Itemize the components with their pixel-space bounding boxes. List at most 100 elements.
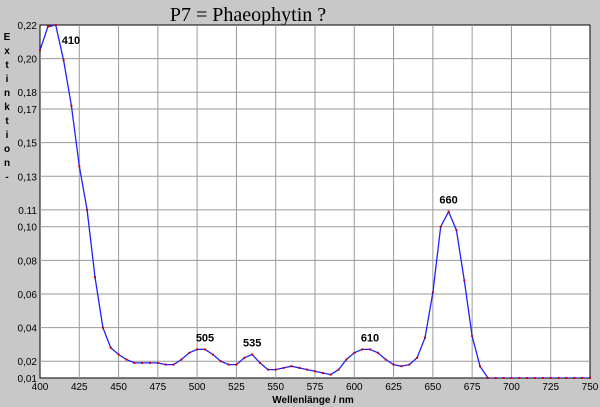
x-axis-label: Wellenlänge / nm <box>272 395 354 406</box>
data-point <box>541 377 544 379</box>
data-point <box>101 326 104 329</box>
peak-label: 610 <box>361 332 379 344</box>
data-point <box>329 373 332 376</box>
y-axis-label-char: o <box>4 144 10 155</box>
data-point <box>282 366 285 369</box>
data-point <box>274 368 277 371</box>
y-tick-label: 0,08 <box>18 256 38 267</box>
data-point <box>486 377 489 379</box>
y-tick-label: 0,13 <box>18 172 38 183</box>
y-axis-label-char: k <box>4 102 10 113</box>
x-tick-label: 725 <box>542 382 559 393</box>
data-point <box>518 377 521 379</box>
data-point <box>526 377 529 379</box>
data-point <box>589 377 591 379</box>
data-point <box>581 377 584 379</box>
data-point <box>62 59 65 62</box>
x-tick-label: 700 <box>503 382 520 393</box>
data-point <box>243 356 246 359</box>
y-axis-label-char: n <box>4 158 10 169</box>
data-point <box>353 351 356 354</box>
data-point <box>534 377 536 379</box>
data-point <box>251 353 254 356</box>
data-point <box>408 363 411 366</box>
series-layer <box>39 24 591 379</box>
data-point <box>337 368 340 371</box>
data-point <box>494 377 497 379</box>
data-point <box>455 229 458 232</box>
x-tick-label: 575 <box>307 382 324 393</box>
data-point <box>384 358 387 361</box>
data-point <box>70 104 73 107</box>
data-point <box>510 377 513 379</box>
x-tick-label: 625 <box>385 382 402 393</box>
data-point <box>196 348 199 351</box>
data-point <box>46 25 49 28</box>
x-tick-label: 500 <box>189 382 206 393</box>
y-axis-label-char: x <box>4 46 10 57</box>
peak-label: 535 <box>243 337 261 349</box>
data-point <box>172 363 175 366</box>
y-tick-label: 0,04 <box>18 324 38 335</box>
x-tick-label: 675 <box>464 382 481 393</box>
data-point <box>471 335 474 337</box>
y-tick-label: 0,22 <box>18 21 38 32</box>
data-point <box>156 361 159 364</box>
y-axis-label-char: t <box>5 60 9 71</box>
y-tick-label: 0,06 <box>18 290 38 301</box>
y-axis-label-char: i <box>6 74 9 85</box>
data-point <box>164 363 167 366</box>
y-axis-label-char: - <box>5 172 8 183</box>
y-tick-label: 0,10 <box>18 223 38 234</box>
data-point <box>447 210 450 213</box>
y-axis-label-char: i <box>6 130 9 141</box>
data-point <box>266 368 269 371</box>
data-point <box>133 361 136 364</box>
data-point <box>149 361 151 364</box>
data-point <box>94 276 96 279</box>
data-point <box>306 368 309 371</box>
y-tick-label: 0,17 <box>18 105 38 116</box>
data-point <box>86 208 89 211</box>
data-point <box>125 358 128 361</box>
data-point <box>549 377 552 379</box>
data-point <box>439 225 442 228</box>
data-point <box>369 348 371 351</box>
peak-label: 660 <box>439 195 457 207</box>
data-point <box>400 365 403 368</box>
data-point <box>204 348 206 351</box>
data-point <box>463 279 466 282</box>
data-point <box>321 372 324 374</box>
peak-label: 410 <box>62 35 80 47</box>
chart-title: P7 = Phaeophytin ? <box>170 4 326 26</box>
peak-label: 505 <box>196 332 214 344</box>
data-point <box>219 360 222 363</box>
x-tick-label: 525 <box>228 382 245 393</box>
x-tick-label: 650 <box>425 382 442 393</box>
y-tick-label: 0.11 <box>18 206 37 217</box>
data-point <box>180 358 183 361</box>
data-point <box>141 361 144 364</box>
data-point <box>557 377 560 379</box>
x-tick-label: 600 <box>346 382 363 393</box>
x-tick-label: 750 <box>582 382 599 393</box>
data-point <box>290 365 293 368</box>
x-tick-label: 450 <box>110 382 127 393</box>
data-point <box>416 356 419 359</box>
data-point <box>227 363 230 366</box>
data-point <box>259 361 261 364</box>
y-axis-label-char: E <box>4 32 11 43</box>
data-point <box>392 363 395 366</box>
data-point <box>314 370 316 373</box>
peak-label-layer: 410 505 535 610 660 <box>62 35 458 349</box>
data-point <box>188 351 191 354</box>
y-axis-ticks: 0,01 0,02 0,04 0,06 0,08 0,10 0.11 0,13 0,15 0,17… <box>18 21 38 385</box>
data-point <box>345 358 348 361</box>
data-point <box>361 348 364 351</box>
x-tick-label: 550 <box>267 382 284 393</box>
data-point <box>573 377 576 379</box>
data-point <box>479 365 481 368</box>
x-axis-ticks: 400 425 450 475 500 525 550 575 600 625 650 675 700 7… <box>32 382 599 393</box>
